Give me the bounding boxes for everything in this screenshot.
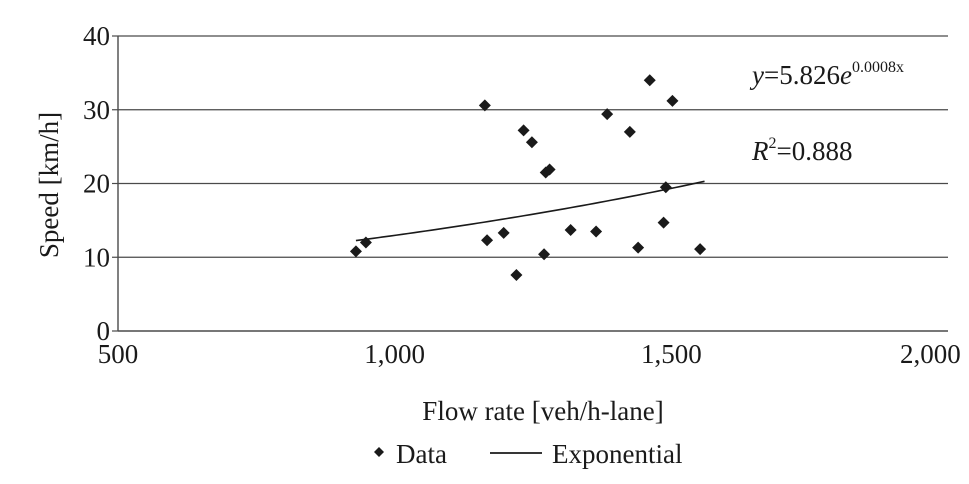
axes bbox=[112, 35, 948, 332]
data-point-14 bbox=[623, 125, 636, 138]
data-point-16 bbox=[643, 74, 656, 87]
y-tick-label-30: 30 bbox=[83, 95, 110, 125]
data-point-8 bbox=[538, 248, 551, 261]
equation-y-var: y bbox=[749, 60, 764, 90]
data-point-1 bbox=[359, 236, 372, 249]
data-point-0 bbox=[349, 245, 362, 258]
y-tick-label-20: 20 bbox=[83, 169, 110, 199]
x-axis-label: Flow rate [veh/h-lane] bbox=[422, 396, 663, 426]
x-tick-label-1000: 1,000 bbox=[364, 339, 425, 369]
data-point-2 bbox=[478, 99, 491, 112]
y-tick-label-10: 10 bbox=[83, 242, 110, 272]
legend-label-exponential: Exponential bbox=[552, 439, 682, 469]
r-squared-sup: 2 bbox=[769, 135, 777, 152]
data-point-11 bbox=[564, 223, 577, 236]
exponential-trendline bbox=[355, 180, 705, 242]
data-point-3 bbox=[481, 234, 494, 247]
data-point-20 bbox=[694, 243, 707, 256]
equation-e: e bbox=[840, 60, 852, 90]
data-point-15 bbox=[632, 241, 645, 254]
trendline-group bbox=[355, 180, 705, 242]
r-squared-value: =0.888 bbox=[777, 136, 853, 166]
data-point-12 bbox=[590, 225, 603, 238]
data-point-7 bbox=[525, 136, 538, 149]
data-point-10 bbox=[543, 163, 556, 176]
data-point-17 bbox=[657, 216, 670, 229]
data-point-6 bbox=[517, 124, 530, 137]
legend: Data Exponential bbox=[374, 439, 682, 469]
data-point-19 bbox=[666, 94, 679, 107]
legend-label-data: Data bbox=[396, 439, 447, 469]
x-tick-label-2000: 2,000 bbox=[900, 339, 961, 369]
data-point-5 bbox=[510, 268, 523, 281]
y-tick-label-40: 40 bbox=[83, 21, 110, 51]
r-squared-annotation: R2=0.888 bbox=[751, 135, 852, 166]
equation-annotation: y=5.826e0.0008x bbox=[749, 59, 904, 90]
data-points bbox=[349, 74, 707, 281]
equation-exponent: 0.0008x bbox=[852, 59, 904, 76]
x-tick-label-500: 500 bbox=[98, 339, 139, 369]
grid-lines bbox=[118, 35, 948, 258]
y-tick-label-0: 0 bbox=[97, 316, 111, 346]
data-point-4 bbox=[497, 226, 510, 239]
y-axis-label: Speed [km/h] bbox=[34, 112, 64, 258]
x-tick-labels: 500 1,000 1,500 2,000 bbox=[98, 339, 961, 369]
data-point-18 bbox=[659, 181, 672, 194]
r-squared-r: R bbox=[751, 136, 769, 166]
equation-coefficient: =5.826 bbox=[764, 60, 840, 90]
data-point-13 bbox=[601, 108, 614, 121]
x-tick-label-1500: 1,500 bbox=[641, 339, 702, 369]
legend-marker-data bbox=[374, 447, 384, 457]
y-tick-labels: 0 10 20 30 40 bbox=[83, 21, 110, 346]
